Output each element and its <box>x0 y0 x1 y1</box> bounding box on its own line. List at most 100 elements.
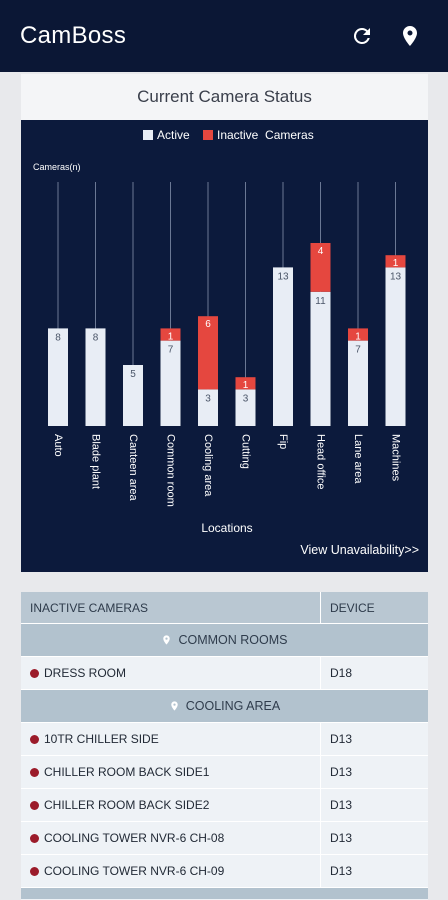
table-row[interactable]: CHILLER ROOM BACK SIDE2 D13 <box>21 788 428 821</box>
location-button[interactable] <box>392 18 428 54</box>
table-row[interactable]: CHILLER ROOM BACK SIDE1 D13 <box>21 755 428 788</box>
device-cell: D13 <box>330 798 353 812</box>
table-row[interactable]: 10TR CHILLER SIDE D13 <box>21 722 428 755</box>
status-dot <box>30 767 39 777</box>
camera-name-cell: 10TR CHILLER SIDE <box>21 723 321 755</box>
legend-label-inactive: Inactive Cameras <box>217 128 314 142</box>
header-inactive-cameras: INACTIVE CAMERAS <box>21 592 321 623</box>
location-pin-icon <box>403 26 417 46</box>
device-cell: D18 <box>330 666 353 680</box>
location-pin-icon <box>169 700 180 712</box>
group-label: COMMON ROOMS <box>178 633 288 647</box>
status-dot <box>30 668 39 678</box>
bar-active[interactable] <box>160 340 181 426</box>
bar-inactive[interactable] <box>160 328 181 341</box>
bars-layer: 8 Auto 8 Blade plant 5 Canteen area 7 1 Common r… <box>48 182 406 507</box>
legend-swatch-inactive <box>203 130 213 140</box>
stacked-bar-chart: Active Inactive Cameras Cameras(n) Locat… <box>33 128 419 557</box>
header-device: DEVICE <box>330 600 375 615</box>
bar-active[interactable] <box>198 389 218 426</box>
camera-name: COOLING TOWER NVR-6 CH-08 <box>44 831 225 845</box>
x-tick-label: Blade plant <box>90 434 102 489</box>
bar-active-label: 13 <box>390 271 402 282</box>
bar-active-label: 7 <box>355 345 361 356</box>
device-cell: D13 <box>330 765 353 779</box>
x-tick-label: Lane area <box>352 434 364 484</box>
bar-inactive-label: 1 <box>355 331 361 342</box>
app-bar: CamBoss <box>0 0 448 72</box>
table-row[interactable]: DRESS ROOM D18 <box>21 656 428 689</box>
table-row[interactable]: COOLING TOWER NVR-6 CH-08 D13 <box>21 821 428 854</box>
table-row[interactable]: COOLING TOWER NVR-6 CH-09 D13 <box>21 854 428 887</box>
camera-name: COOLING TOWER NVR-6 CH-09 <box>44 864 225 878</box>
status-dot <box>30 800 39 810</box>
bar-active[interactable] <box>123 365 143 426</box>
bar-active[interactable] <box>385 267 406 426</box>
bar-inactive-label: 1 <box>243 380 249 391</box>
bar-active[interactable] <box>310 291 331 426</box>
bar-active-label: 5 <box>130 369 136 380</box>
x-tick-label: Cooling area <box>202 434 214 497</box>
bar-inactive[interactable] <box>198 316 218 390</box>
x-tick-label: Auto <box>52 434 64 457</box>
refresh-icon <box>353 27 370 44</box>
camera-name: 10TR CHILLER SIDE <box>44 732 159 746</box>
bar-inactive-label: 1 <box>393 258 399 269</box>
bar-inactive-label: 1 <box>168 331 174 342</box>
camera-name-cell: CHILLER ROOM BACK SIDE1 <box>21 756 321 788</box>
camera-name: CHILLER ROOM BACK SIDE1 <box>44 765 210 779</box>
x-axis-label: Locations <box>201 521 252 535</box>
refresh-button[interactable] <box>344 18 380 54</box>
location-pin-icon <box>161 634 172 646</box>
camera-name: CHILLER ROOM BACK SIDE2 <box>44 798 210 812</box>
camera-name-cell: COOLING TOWER NVR-6 CH-09 <box>21 855 321 887</box>
x-tick-label: Fip <box>277 434 289 449</box>
bar-active-label: 8 <box>55 332 61 343</box>
camera-name-cell: DRESS ROOM <box>21 657 321 689</box>
legend-swatch-active <box>143 130 153 140</box>
x-tick-label: Canteen area <box>127 434 139 502</box>
bar-inactive[interactable] <box>235 377 256 390</box>
bar-active[interactable] <box>273 267 293 426</box>
bar-inactive[interactable] <box>348 328 368 341</box>
bar-active[interactable] <box>85 328 106 426</box>
group-row-common-rooms[interactable]: COMMON ROOMS <box>21 623 428 656</box>
x-tick-label: Machines <box>390 434 402 482</box>
bar-inactive[interactable] <box>310 243 331 292</box>
bar-active-label: 3 <box>205 393 211 404</box>
inactive-cameras-table: INACTIVE CAMERAS DEVICE COMMON ROOMS DRE… <box>21 592 428 900</box>
legend-label-active: Active <box>157 128 190 142</box>
bar-active-label: 11 <box>315 296 326 307</box>
group-row-cooling-area[interactable]: COOLING AREA <box>21 689 428 722</box>
bar-active-label: 3 <box>243 393 249 404</box>
next-group-row <box>21 887 428 899</box>
x-tick-label: Head office <box>315 434 327 489</box>
camera-name-cell: COOLING TOWER NVR-6 CH-08 <box>21 822 321 854</box>
view-unavailability-link[interactable]: View Unavailability>> <box>300 543 419 557</box>
status-dot <box>30 734 39 744</box>
status-card-title: Current Camera Status <box>21 74 428 120</box>
bar-inactive[interactable] <box>385 255 406 268</box>
y-axis-label: Cameras(n) <box>33 162 81 172</box>
camera-status-card: Current Camera Status Active Inactive Ca… <box>21 74 428 572</box>
bar-active[interactable] <box>48 328 68 426</box>
bar-active-label: 7 <box>168 345 174 356</box>
bar-inactive-label: 4 <box>318 246 324 257</box>
bar-active-label: 13 <box>277 271 289 282</box>
device-cell: D13 <box>330 831 353 845</box>
table-header: INACTIVE CAMERAS DEVICE <box>21 592 428 623</box>
group-label: COOLING AREA <box>185 699 281 713</box>
bar-active[interactable] <box>348 340 368 426</box>
camera-name-cell: CHILLER ROOM BACK SIDE2 <box>21 789 321 821</box>
device-cell: D13 <box>330 864 353 878</box>
x-tick-label: Common room <box>165 434 177 507</box>
bar-inactive-label: 6 <box>205 319 211 330</box>
camera-name: DRESS ROOM <box>44 666 127 680</box>
bar-active-label: 8 <box>93 332 99 343</box>
camera-status-chart: Active Inactive Cameras Cameras(n) Locat… <box>21 120 428 572</box>
status-dot <box>30 866 39 876</box>
x-tick-label: Cutting <box>240 434 252 469</box>
bar-active[interactable] <box>235 389 256 426</box>
status-dot <box>30 833 39 843</box>
app-title: CamBoss <box>20 22 127 49</box>
